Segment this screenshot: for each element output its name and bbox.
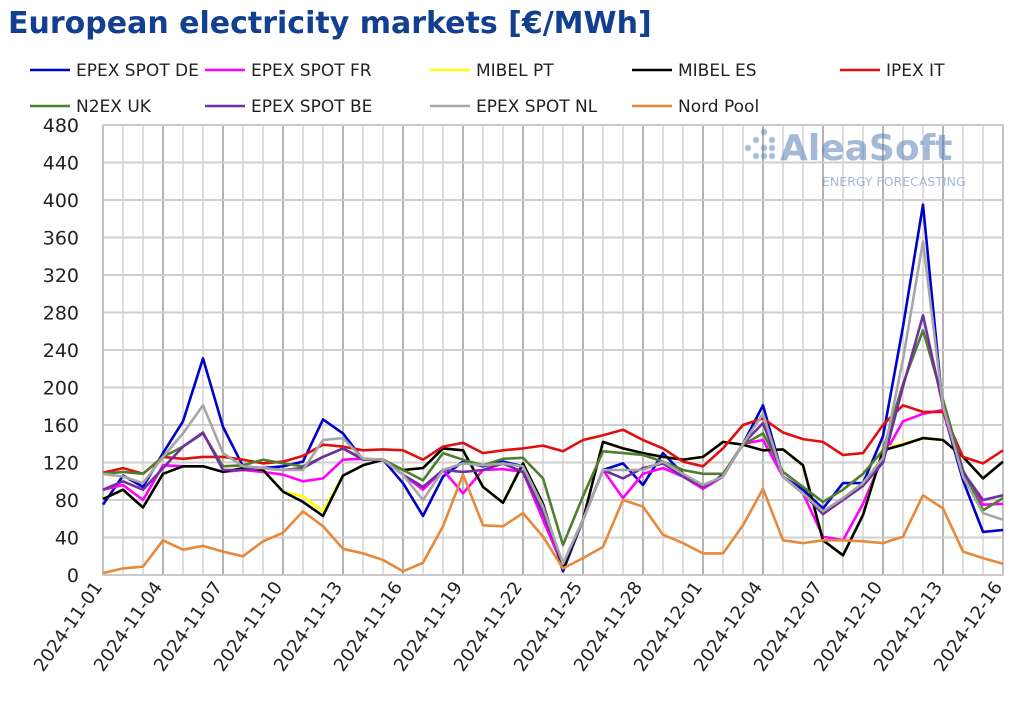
logo-dot <box>752 152 760 160</box>
aleasoft-logo <box>744 128 776 160</box>
series-line-epex-spot-fr <box>102 408 1004 568</box>
logo-dot <box>768 136 776 144</box>
watermark-tagline: ENERGY FORECASTING <box>822 174 966 189</box>
y-tick-label: 480 <box>43 115 79 137</box>
legend-label: Nord Pool <box>678 97 759 117</box>
logo-dot <box>768 152 776 160</box>
y-tick-label: 160 <box>43 415 79 437</box>
legend-label: MIBEL PT <box>476 61 554 81</box>
series-line-n2ex-uk <box>102 328 1004 547</box>
y-tick-label: 280 <box>43 303 79 325</box>
plot-border <box>102 124 1004 576</box>
y-tick-label: 80 <box>55 490 79 512</box>
y-tick-label: 0 <box>67 565 79 587</box>
series-line-nord-pool <box>102 473 1004 575</box>
y-tick-label: 200 <box>43 378 79 400</box>
y-tick-label: 320 <box>43 265 79 287</box>
logo-dot <box>760 144 768 152</box>
y-tick-label: 360 <box>43 228 79 250</box>
legend-label: EPEX SPOT NL <box>476 97 598 117</box>
chart-title: European electricity markets [€/MWh] <box>8 6 652 41</box>
y-tick-label: 240 <box>43 340 79 362</box>
legend-label: N2EX UK <box>76 97 152 117</box>
logo-dot <box>768 144 776 152</box>
logo-dot <box>744 144 752 152</box>
y-tick-label: 120 <box>43 453 79 475</box>
y-tick-label: 400 <box>43 190 79 212</box>
logo-dot <box>760 152 768 160</box>
watermark-brand: AleaSoft <box>780 128 952 169</box>
legend-label: EPEX SPOT FR <box>251 61 372 81</box>
series-line-epex-spot-be <box>102 313 1004 566</box>
logo-dot <box>752 136 760 144</box>
legend-label: EPEX SPOT DE <box>76 61 199 81</box>
legend-label: IPEX IT <box>886 61 945 81</box>
y-tick-label: 440 <box>43 153 79 175</box>
series-line-epex-spot-nl <box>102 240 1004 566</box>
logo-dot <box>760 128 768 136</box>
y-tick-label: 40 <box>55 528 79 550</box>
legend-label: EPEX SPOT BE <box>251 97 372 117</box>
legend-label: MIBEL ES <box>678 61 757 81</box>
